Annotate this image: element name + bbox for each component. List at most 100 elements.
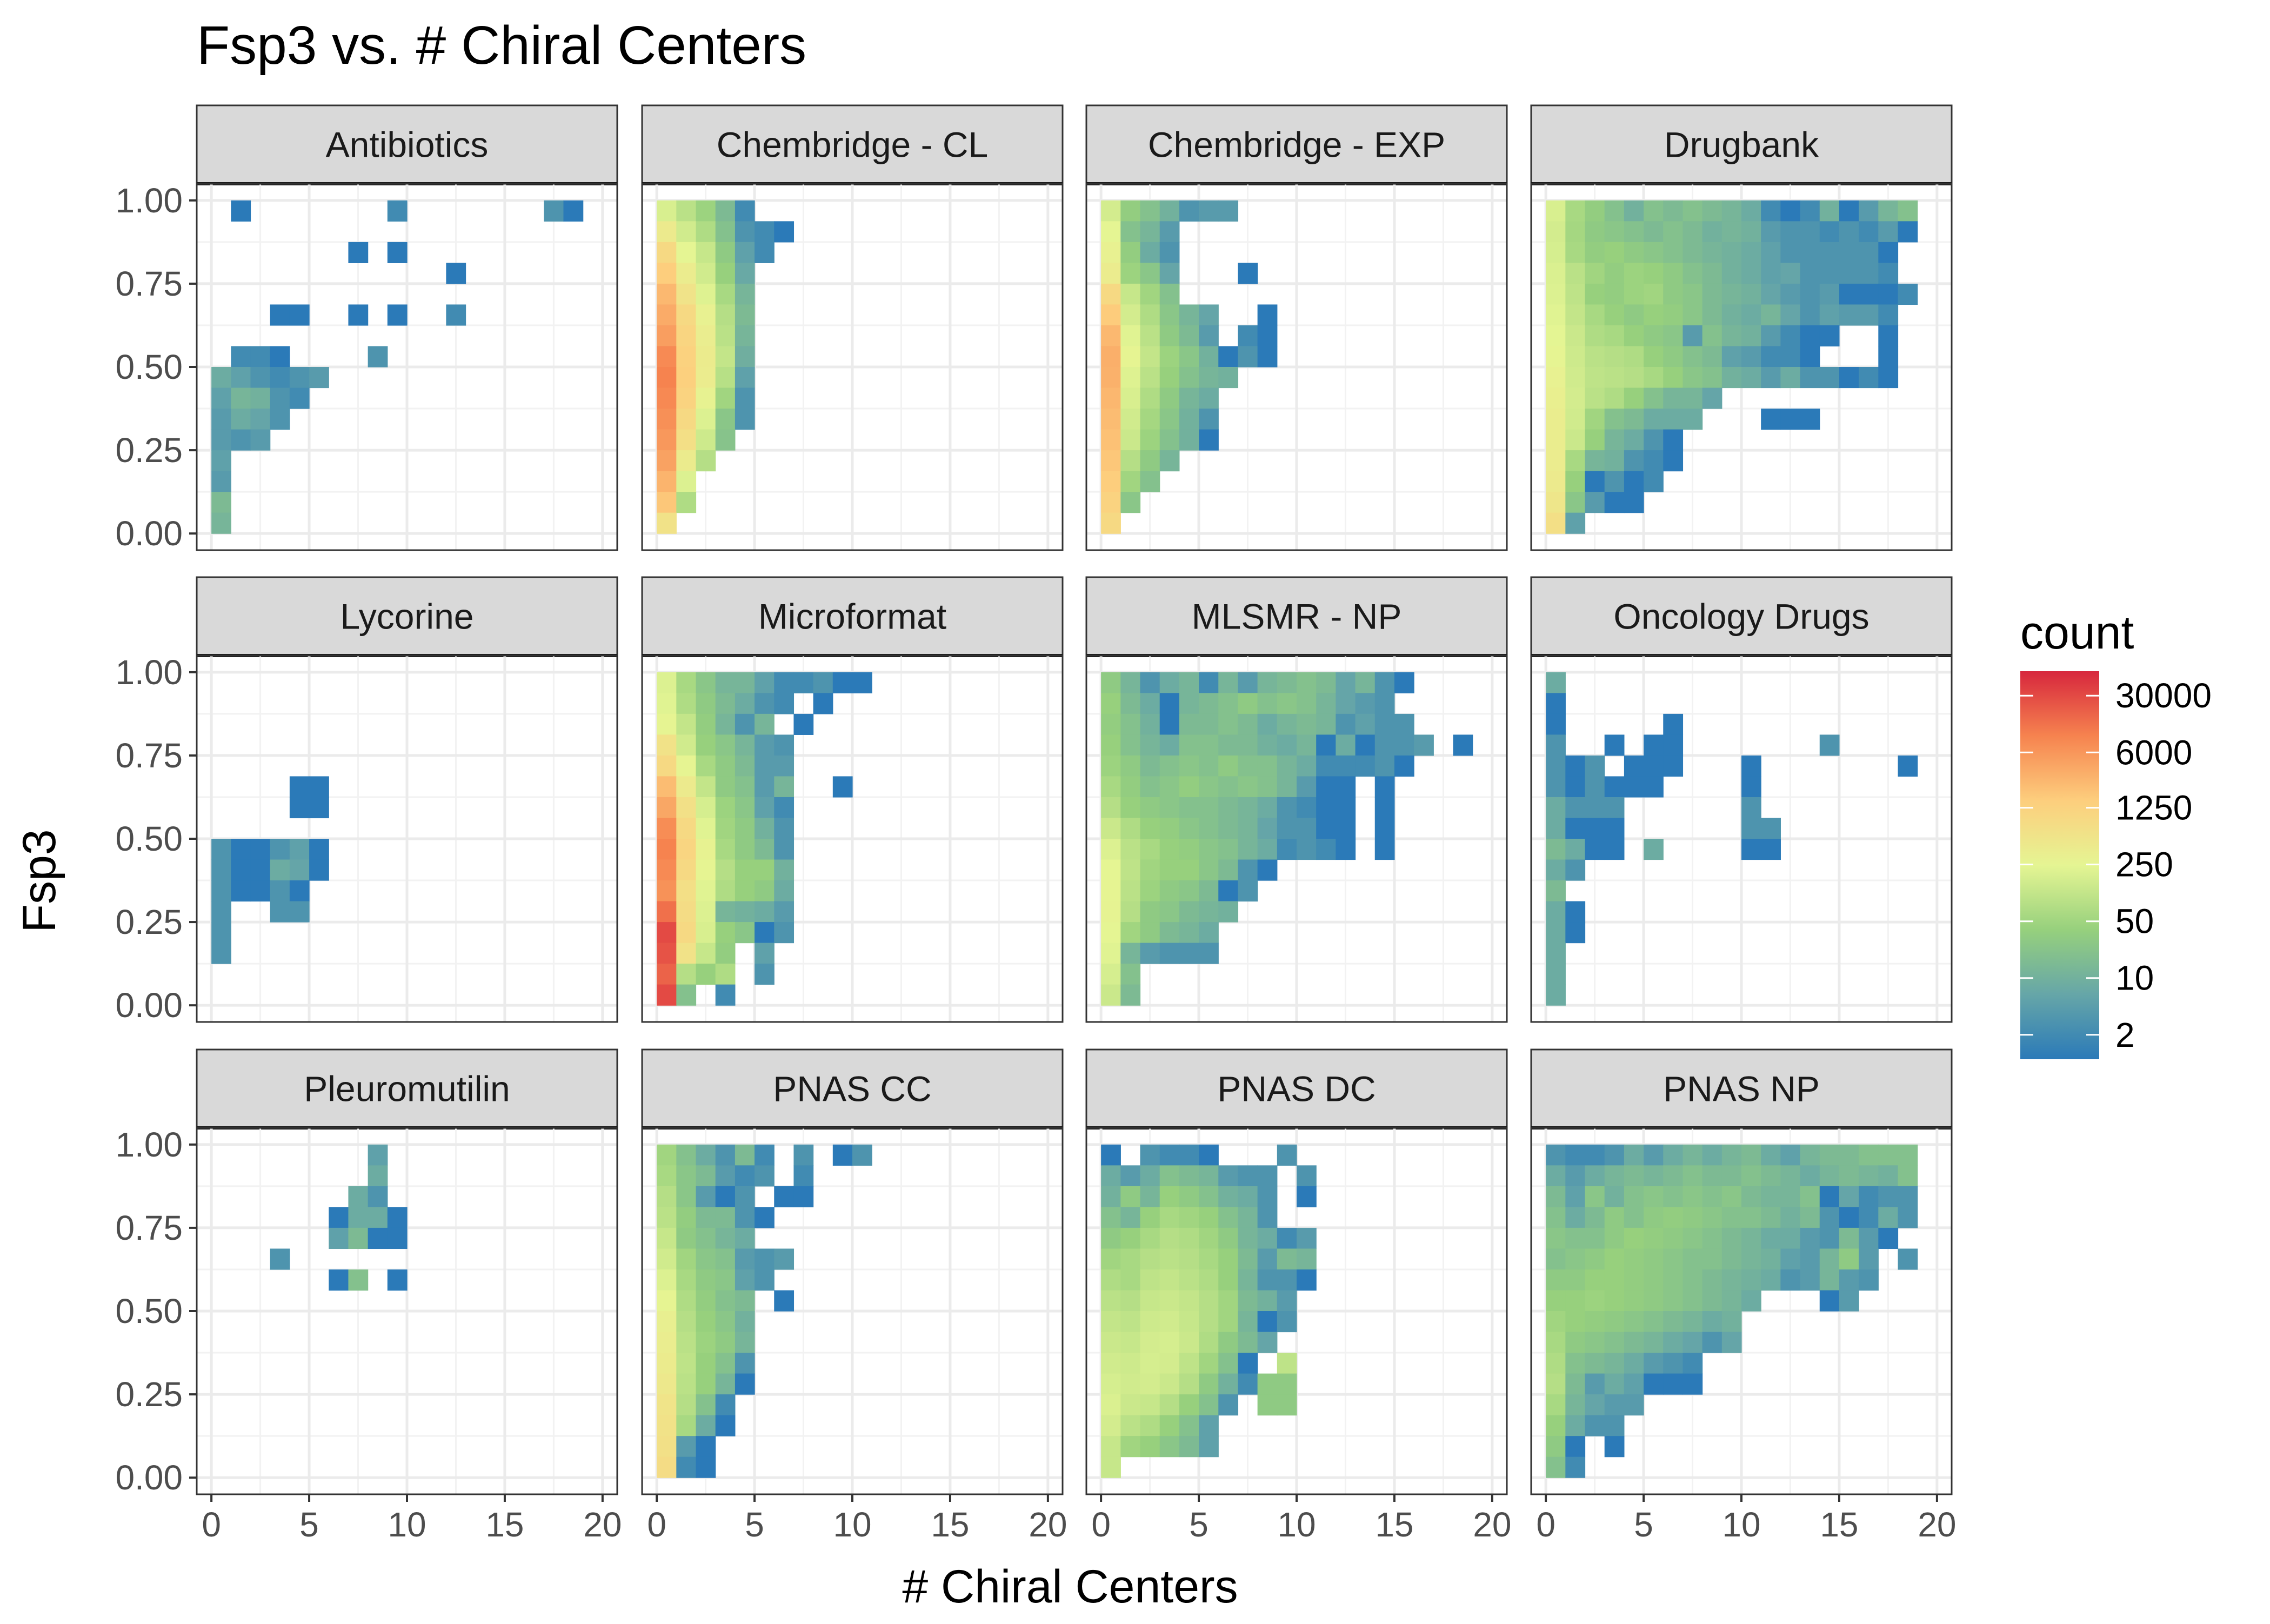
heatmap-cell (1297, 672, 1317, 693)
heatmap-cell (852, 672, 872, 693)
heatmap-cell (1140, 325, 1160, 347)
heatmap-cell (1120, 450, 1141, 472)
heatmap-cell (1297, 1165, 1317, 1187)
heatmap-cell (1546, 859, 1566, 881)
heatmap-cell (1297, 755, 1317, 777)
heatmap-cell (289, 367, 310, 389)
facet-strip (1085, 1048, 1508, 1129)
heatmap-cell (1859, 200, 1879, 222)
heatmap-cell (1140, 367, 1160, 389)
heatmap-cell (1780, 1186, 1801, 1207)
heatmap-cell (1819, 367, 1840, 389)
heatmap-cell (1604, 242, 1625, 263)
heatmap-cell (755, 818, 775, 839)
heatmap-cell (1159, 880, 1180, 902)
heatmap-cell (774, 880, 794, 902)
heatmap-cell (1644, 1332, 1664, 1353)
heatmap-cell (1140, 1311, 1160, 1333)
heatmap-cell (1585, 367, 1605, 389)
heatmap-cell (348, 1227, 369, 1249)
heatmap-cell (1179, 1311, 1199, 1333)
heatmap-cell (1721, 1248, 1742, 1270)
heatmap-cell (1159, 713, 1180, 735)
heatmap-cell (1101, 839, 1121, 860)
heatmap-cell (231, 346, 251, 367)
heatmap-cell (1159, 1290, 1180, 1312)
heatmap-cell (1546, 1227, 1566, 1249)
heatmap-cell (1644, 283, 1664, 305)
heatmap-cell (1663, 1227, 1684, 1249)
heatmap-cell (1546, 263, 1566, 284)
heatmap-cell (1199, 1415, 1219, 1436)
heatmap-cell (1546, 839, 1566, 860)
heatmap-cell (735, 901, 755, 923)
heatmap-cell (1585, 221, 1605, 243)
heatmap-cell (715, 672, 736, 693)
heatmap-cell (1780, 346, 1801, 367)
heatmap-cell (774, 1248, 794, 1270)
heatmap-cell (1585, 1165, 1605, 1187)
heatmap-cell (735, 221, 755, 243)
heatmap-cell (1120, 200, 1141, 222)
heatmap-cell (1120, 242, 1141, 263)
heatmap-cell (1120, 901, 1141, 923)
heatmap-cell (1218, 880, 1239, 902)
heatmap-cell (1565, 387, 1586, 409)
heatmap-cell (1565, 409, 1586, 430)
heatmap-cell (657, 1394, 677, 1416)
heatmap-cell (1140, 304, 1160, 326)
heatmap-cell (1761, 1269, 1781, 1291)
heatmap-cell (1683, 346, 1703, 367)
x-tick-label: 10 (1722, 1505, 1760, 1544)
heatmap-cell (387, 1207, 408, 1228)
heatmap-cell (1140, 1415, 1160, 1436)
heatmap-cell (735, 693, 755, 714)
heatmap-cell (1238, 1248, 1258, 1270)
heatmap-cell (1741, 242, 1761, 263)
heatmap-cell (676, 693, 697, 714)
heatmap-cell (1140, 797, 1160, 819)
x-tick-label: 0 (647, 1505, 666, 1544)
heatmap-cell (1898, 221, 1918, 243)
heatmap-cell (715, 1311, 736, 1333)
heatmap-cell (1761, 839, 1781, 860)
heatmap-cell (657, 1269, 677, 1291)
heatmap-cell (348, 304, 369, 326)
heatmap-cell (1218, 734, 1239, 756)
heatmap-cell (715, 429, 736, 451)
heatmap-cell (1297, 693, 1317, 714)
heatmap-cell (1663, 387, 1684, 409)
heatmap-cell (676, 1415, 697, 1436)
heatmap-cell (1257, 672, 1278, 693)
heatmap-cell (1120, 755, 1141, 777)
heatmap-cell (1585, 387, 1605, 409)
heatmap-cell (1644, 755, 1664, 777)
heatmap-cell (1721, 304, 1742, 326)
heatmap-cell (1585, 1290, 1605, 1312)
x-tick-label: 5 (1634, 1505, 1653, 1544)
heatmap-cell (1140, 734, 1160, 756)
heatmap-cell (1624, 1332, 1644, 1353)
heatmap-cell (1101, 797, 1121, 819)
heatmap-cell (657, 922, 677, 944)
heatmap-cell (1297, 734, 1317, 756)
heatmap-cell (715, 1394, 736, 1416)
heatmap-cell (715, 755, 736, 777)
facet-panel: Antibiotics 0.00 0.25 0.50 0.75 1.00 (115, 104, 618, 553)
heatmap-cell (657, 1415, 677, 1436)
heatmap-cell (1238, 880, 1258, 902)
y-tick-label: 0.00 (115, 986, 183, 1025)
heatmap-cell (696, 1353, 716, 1374)
heatmap-cell (1218, 818, 1239, 839)
heatmap-cell (348, 1269, 369, 1291)
heatmap-cell (657, 450, 677, 472)
heatmap-cell (387, 304, 408, 326)
heatmap-cell (1585, 1186, 1605, 1207)
facet-panel: PNAS DC 0 5 10 15 20 (1085, 1048, 1511, 1544)
heatmap-cell (1159, 1311, 1180, 1333)
y-tick-label: 0.25 (115, 431, 183, 470)
heatmap-cell (1218, 1165, 1239, 1187)
heatmap-cell (211, 859, 231, 881)
heatmap-cell (231, 200, 251, 222)
